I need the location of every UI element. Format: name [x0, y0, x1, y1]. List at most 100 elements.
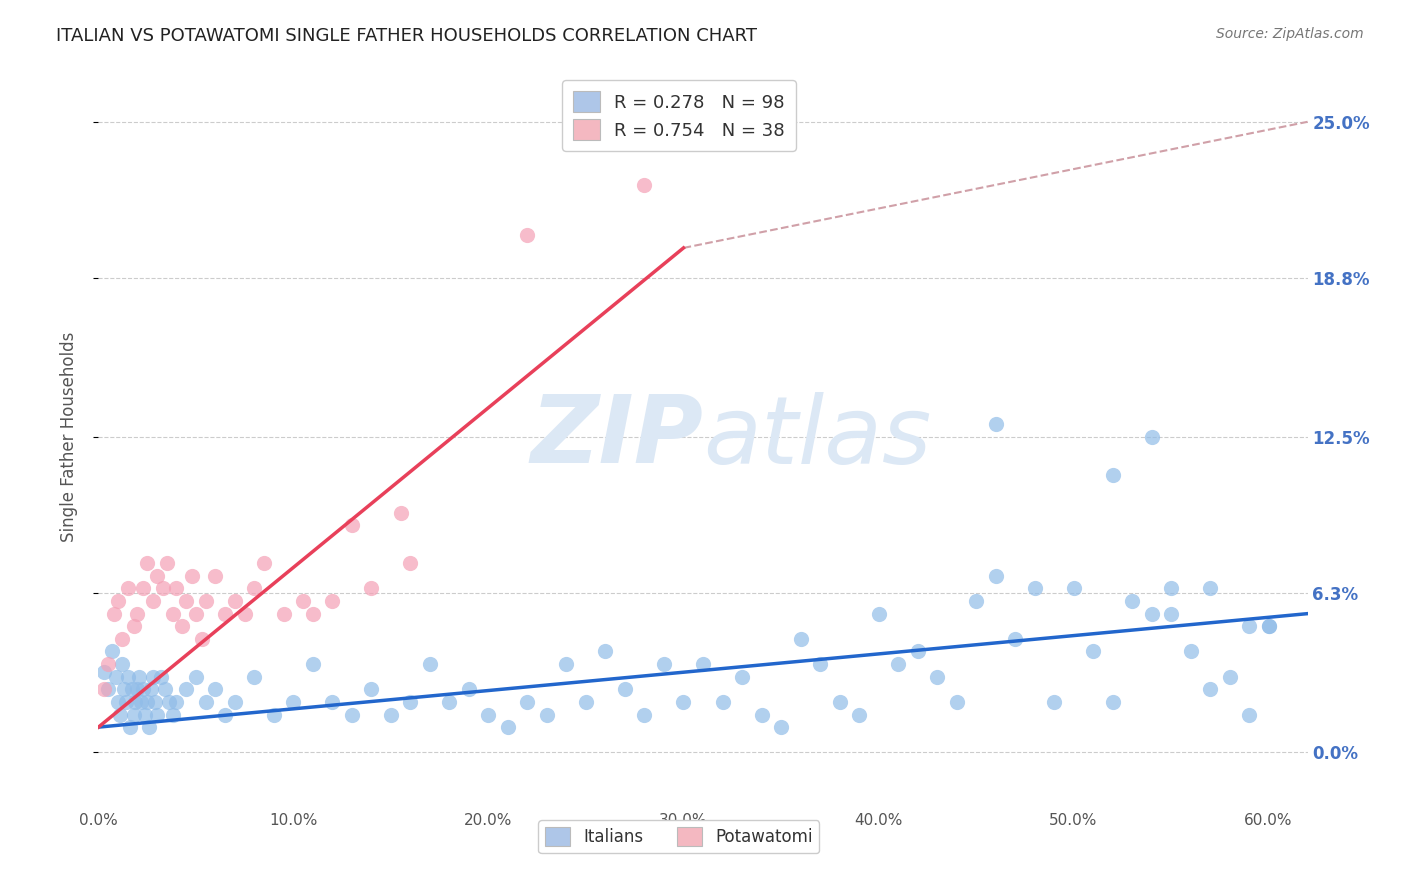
Point — [117, 582, 139, 596]
Point — [321, 695, 343, 709]
Point — [101, 644, 124, 658]
Point — [142, 670, 165, 684]
Point — [1101, 467, 1123, 482]
Point — [769, 720, 792, 734]
Point — [107, 695, 129, 709]
Point — [142, 594, 165, 608]
Point — [672, 695, 695, 709]
Text: atlas: atlas — [703, 392, 931, 483]
Point — [633, 707, 655, 722]
Point — [117, 670, 139, 684]
Point — [165, 582, 187, 596]
Point — [111, 632, 134, 646]
Point — [340, 518, 363, 533]
Point — [157, 695, 180, 709]
Point — [1199, 582, 1222, 596]
Point — [399, 695, 422, 709]
Point — [97, 682, 120, 697]
Point — [273, 607, 295, 621]
Point — [127, 607, 149, 621]
Point — [1043, 695, 1066, 709]
Point — [1160, 607, 1182, 621]
Point — [380, 707, 402, 722]
Point — [174, 594, 197, 608]
Point — [536, 707, 558, 722]
Point — [149, 670, 172, 684]
Point — [439, 695, 461, 709]
Text: Source: ZipAtlas.com: Source: ZipAtlas.com — [1216, 27, 1364, 41]
Point — [1140, 607, 1163, 621]
Point — [253, 556, 276, 570]
Point — [302, 607, 325, 621]
Point — [204, 569, 226, 583]
Point — [132, 682, 155, 697]
Text: ZIP: ZIP — [530, 391, 703, 483]
Point — [496, 720, 519, 734]
Point — [1063, 582, 1085, 596]
Point — [321, 594, 343, 608]
Point — [1160, 582, 1182, 596]
Point — [614, 682, 637, 697]
Point — [194, 695, 217, 709]
Point — [128, 670, 150, 684]
Point — [360, 682, 382, 697]
Point — [162, 607, 184, 621]
Point — [233, 607, 256, 621]
Point — [945, 695, 967, 709]
Point — [965, 594, 987, 608]
Point — [136, 695, 159, 709]
Point — [118, 720, 141, 734]
Point — [711, 695, 734, 709]
Point — [399, 556, 422, 570]
Point — [808, 657, 831, 671]
Point — [1101, 695, 1123, 709]
Point — [1257, 619, 1279, 633]
Point — [1081, 644, 1104, 658]
Point — [868, 607, 890, 621]
Point — [103, 607, 125, 621]
Point — [191, 632, 214, 646]
Point — [516, 695, 538, 709]
Point — [121, 682, 143, 697]
Point — [132, 582, 155, 596]
Point — [1004, 632, 1026, 646]
Point — [122, 619, 145, 633]
Legend: Italians, Potawatomi: Italians, Potawatomi — [538, 821, 820, 853]
Point — [340, 707, 363, 722]
Point — [848, 707, 870, 722]
Point — [1140, 430, 1163, 444]
Point — [143, 695, 166, 709]
Point — [174, 682, 197, 697]
Point — [984, 569, 1007, 583]
Point — [789, 632, 811, 646]
Point — [152, 582, 174, 596]
Point — [731, 670, 754, 684]
Point — [127, 682, 149, 697]
Point — [1237, 619, 1260, 633]
Point — [575, 695, 598, 709]
Point — [595, 644, 617, 658]
Point — [224, 695, 246, 709]
Y-axis label: Single Father Households: Single Father Households — [59, 332, 77, 542]
Point — [1257, 619, 1279, 633]
Point — [184, 607, 207, 621]
Point — [97, 657, 120, 671]
Point — [1237, 707, 1260, 722]
Point — [224, 594, 246, 608]
Point — [1219, 670, 1241, 684]
Point — [243, 670, 266, 684]
Point — [458, 682, 481, 697]
Point — [283, 695, 305, 709]
Point — [146, 569, 169, 583]
Point — [1180, 644, 1202, 658]
Point — [555, 657, 578, 671]
Point — [214, 707, 236, 722]
Point — [1024, 582, 1046, 596]
Point — [1121, 594, 1143, 608]
Point — [907, 644, 929, 658]
Point — [124, 695, 146, 709]
Point — [204, 682, 226, 697]
Point — [302, 657, 325, 671]
Point — [360, 582, 382, 596]
Point — [214, 607, 236, 621]
